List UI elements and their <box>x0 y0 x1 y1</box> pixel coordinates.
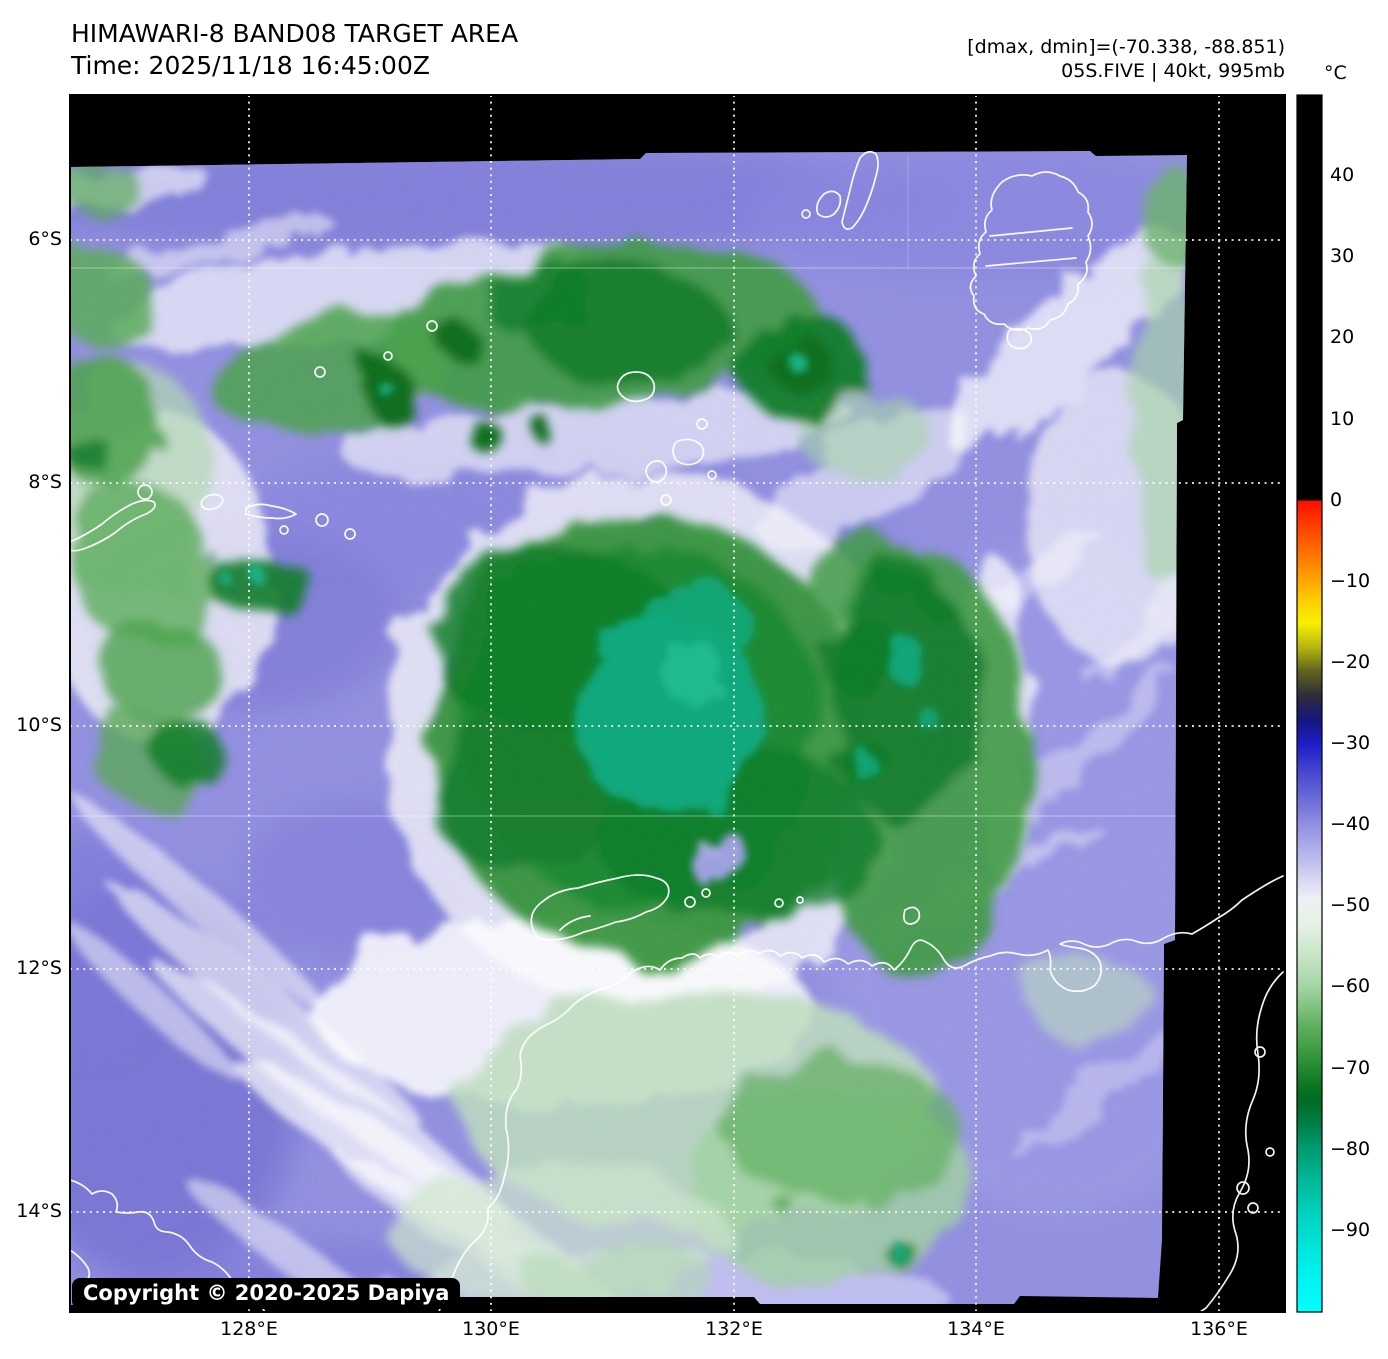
gridlines <box>70 95 1285 1312</box>
colorbar <box>1296 94 1323 1313</box>
colorbar-tick-label: −80 <box>1330 1137 1371 1160</box>
colorbar-tick-label: 0 <box>1330 488 1343 511</box>
colorbar-tick-label: −40 <box>1330 813 1371 836</box>
x-tick-label: 134°E <box>947 1318 1005 1340</box>
colorbar-tick-label: 20 <box>1330 326 1355 349</box>
colorbar-tick-label: 40 <box>1330 164 1355 187</box>
y-tick-label: 6°S <box>28 228 62 250</box>
dmax-dmin-annotation: [dmax, dmin]=(-70.338, -88.851) <box>967 36 1285 58</box>
y-tick-label: 8°S <box>28 471 62 493</box>
colorbar-tick-label: −10 <box>1330 569 1371 592</box>
colorbar-tick-label: 30 <box>1330 245 1355 268</box>
colorbar-tick-label: −20 <box>1330 650 1371 673</box>
y-tick-label: 14°S <box>16 1200 62 1222</box>
x-tick-label: 128°E <box>220 1318 278 1340</box>
storm-info-annotation: 05S.FIVE | 40kt, 995mb <box>1061 60 1285 82</box>
colorbar-tick-label: −60 <box>1330 975 1371 998</box>
x-tick-label: 132°E <box>705 1318 763 1340</box>
page-title: HIMAWARI-8 BAND08 TARGET AREA <box>71 19 519 48</box>
plot-frame <box>69 94 1286 1313</box>
timestamp: Time: 2025/11/18 16:45:00Z <box>71 51 430 80</box>
y-tick-label: 10°S <box>16 714 62 736</box>
colorbar-unit-label: °C <box>1324 62 1347 84</box>
copyright-badge: Copyright © 2020-2025 Dapiya <box>72 1278 461 1309</box>
colorbar-tick-label: −90 <box>1330 1218 1371 1241</box>
x-tick-label: 136°E <box>1190 1318 1248 1340</box>
colorbar-tick-label: −70 <box>1330 1056 1371 1079</box>
coastlines <box>70 150 1284 1312</box>
x-tick-label: 130°E <box>462 1318 520 1340</box>
colorbar-tick-label: 10 <box>1330 407 1355 430</box>
colorbar-tick-label: −50 <box>1330 894 1371 917</box>
y-tick-label: 12°S <box>16 957 62 979</box>
satellite-image <box>70 151 1187 1305</box>
colorbar-tick-label: −30 <box>1330 732 1371 755</box>
